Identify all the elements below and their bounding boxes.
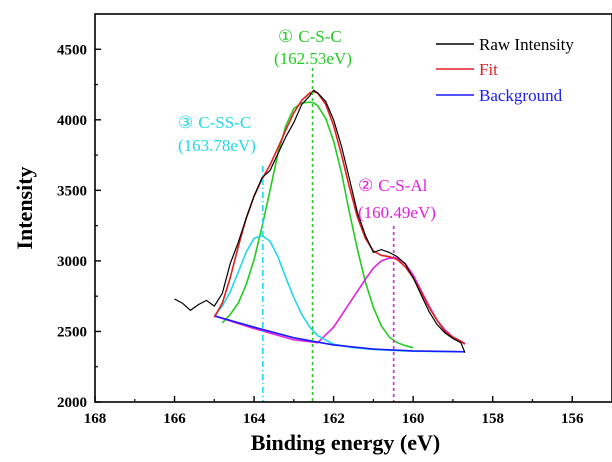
annotation-csc-value: (162.53eV) [274, 49, 352, 68]
legend-label-fit: Fit [479, 60, 498, 79]
y-tick-label: 3000 [57, 254, 87, 270]
y-tick-label: 4000 [57, 113, 87, 129]
x-tick-label: 160 [402, 411, 425, 427]
component-curve-1 [214, 257, 466, 345]
component-curve-0 [221, 101, 414, 349]
x-tick-label: 156 [561, 411, 584, 427]
peak-annotations: ① C-S-C (162.53eV) ② C-S-Al (160.49eV) ③ C-… [178, 27, 436, 222]
y-axis-title: Intensity [12, 166, 37, 249]
x-tick-label: 166 [163, 411, 186, 427]
annotation-csc-text: C-S-C [298, 27, 341, 46]
annotation-cssc-text: C-SS-C [198, 113, 251, 132]
series-line-background [214, 315, 465, 353]
annotation-cssc-value: (163.78eV) [178, 136, 256, 155]
series-line-raw-intensity [174, 89, 466, 353]
legend-label-background: Background [479, 86, 563, 105]
x-axis: 168 166 164 162 160 158 156 [84, 396, 584, 427]
x-tick-label: 168 [84, 411, 107, 427]
annotation-csc-label: ① C-S-C [278, 27, 342, 46]
legend: Raw Intensity Fit Background [436, 35, 574, 105]
x-tick-label: 158 [481, 411, 504, 427]
x-tick-label: 164 [243, 411, 266, 427]
legend-label-raw: Raw Intensity [479, 35, 574, 54]
annotation-csal-label: ② C-S-Al [358, 176, 428, 195]
y-tick-label: 2000 [57, 395, 87, 411]
peak-lines-layer [262, 68, 395, 402]
x-tick-label: 162 [322, 411, 345, 427]
component-curve-2 [213, 234, 461, 353]
x-axis-title: Binding energy (eV) [251, 430, 440, 455]
y-tick-label: 3500 [57, 183, 87, 199]
annotation-csal-symbol: ② [358, 176, 373, 195]
y-axis: 2000 2500 3000 3500 4000 4500 [57, 42, 101, 411]
annotation-csal-text: C-S-Al [378, 176, 427, 195]
plot-frame [94, 13, 612, 403]
y-tick-label: 2500 [57, 324, 87, 340]
y-tick-label: 4500 [57, 42, 87, 58]
annotation-cssc-symbol: ③ [178, 113, 193, 132]
annotation-csc-symbol: ① [278, 27, 293, 46]
curves-layer [174, 89, 466, 353]
annotation-csal-value: (160.49eV) [358, 203, 436, 222]
annotation-cssc-label: ③ C-SS-C [178, 113, 251, 132]
